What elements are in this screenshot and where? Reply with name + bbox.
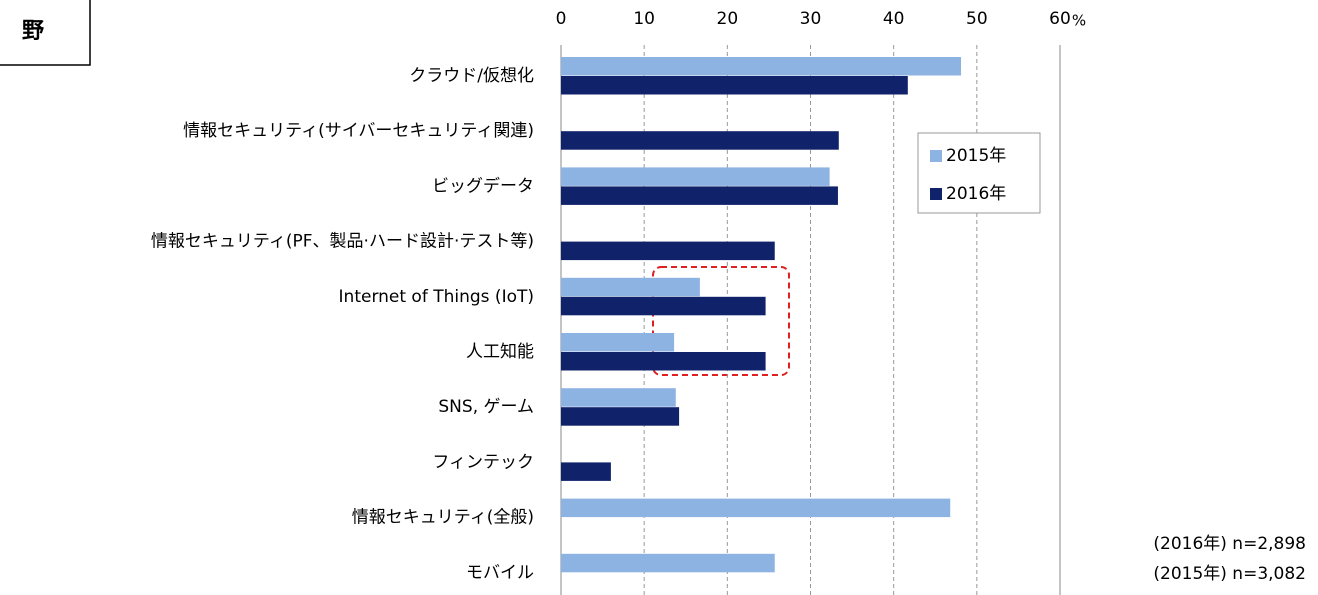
y-tick-label: 情報セキュリティ(PF、製品·ハード設計·テスト等) [151, 232, 534, 252]
note: (2016年) n=2,898 [1153, 534, 1306, 554]
x-tick-label: 60 [1049, 9, 1071, 29]
bar [561, 333, 675, 352]
x-tick-label: 20 [717, 9, 739, 29]
legend-swatch [930, 150, 942, 162]
bar [561, 352, 766, 371]
y-tick-label: モバイル [466, 563, 534, 583]
bar [561, 277, 700, 297]
y-tick-label: 人工知能 [466, 342, 534, 362]
x-tick-label: 40 [883, 9, 905, 29]
bar [561, 388, 676, 407]
y-tick-label: クラウド/仮想化 [409, 66, 534, 86]
bar [561, 167, 830, 186]
bar [561, 131, 839, 150]
legend-label: 2015年 [946, 146, 1006, 166]
bar [561, 241, 775, 261]
x-unit: % [1072, 12, 1086, 30]
x-tick-label: 10 [633, 9, 655, 29]
legend-swatch [930, 188, 942, 200]
note: (2015年) n=3,082 [1153, 564, 1306, 584]
y-tick-label: 情報セキュリティ(全般) [352, 508, 534, 528]
y-tick-label: SNS, ゲーム [438, 397, 534, 417]
bar [561, 296, 766, 316]
title-box [0, 0, 91, 66]
y-tick-label: Internet of Things (IoT) [339, 287, 534, 307]
highlight-box [652, 266, 790, 376]
bar [561, 498, 951, 518]
y-tick-label: フィンテック [432, 452, 534, 472]
title: 野 [22, 19, 44, 44]
y-tick-label: 情報セキュリティ(サイバーセキュリティ関連) [183, 121, 534, 141]
x-tick-label: 0 [556, 9, 567, 29]
x-tick-label: 30 [800, 9, 822, 29]
bar [561, 76, 908, 95]
legend-label: 2016年 [946, 184, 1006, 204]
bar [561, 553, 775, 573]
y-tick-label: ビッグデータ [432, 175, 534, 196]
bar [561, 462, 611, 481]
x-tick-label: 50 [966, 9, 988, 29]
bar [561, 57, 962, 76]
bar [561, 186, 838, 205]
bar [561, 407, 680, 426]
